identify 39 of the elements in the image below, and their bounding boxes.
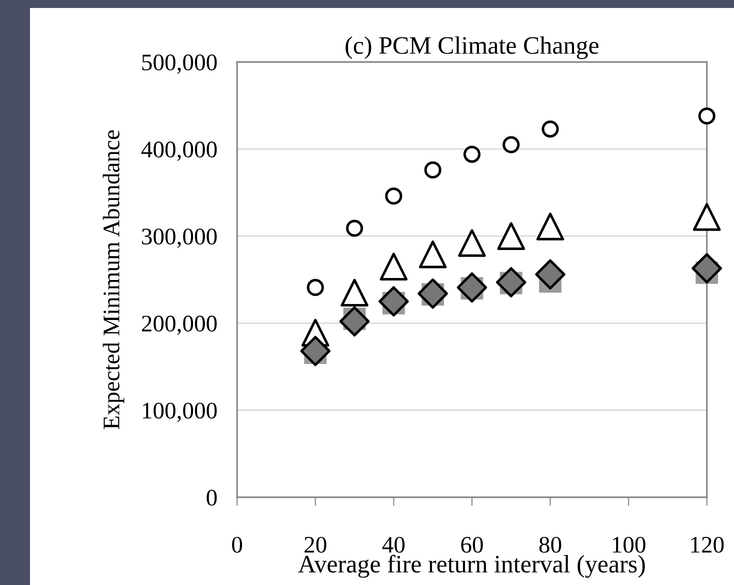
point — [378, 286, 409, 317]
point — [458, 229, 486, 257]
point — [346, 220, 364, 237]
y-tick-label: 500,000 — [142, 54, 217, 74]
x-tick-label: 20 — [304, 536, 326, 553]
y-tick-label: 200,000 — [142, 316, 217, 335]
y-axis-title: Expected Minimum Abundance — [102, 130, 124, 430]
x-tick-label: 80 — [539, 536, 562, 553]
point — [496, 267, 526, 298]
x-tick-label: 100 — [612, 536, 646, 553]
x-tick-label: 0 — [232, 536, 242, 553]
point — [536, 212, 564, 240]
point — [385, 188, 402, 205]
x-tick-label: 40 — [382, 536, 405, 553]
point — [692, 203, 721, 231]
point — [418, 240, 447, 268]
point — [418, 278, 448, 309]
y-tick-label: 400,000 — [141, 142, 217, 161]
y-tick-label: 100,000 — [142, 402, 217, 422]
chart-title: (c) PCM Climate Change — [346, 36, 599, 60]
point — [300, 336, 331, 366]
point — [463, 146, 480, 163]
point — [340, 278, 368, 307]
point — [497, 222, 525, 250]
x-tick-label: 120 — [691, 536, 724, 553]
x-tick-label: 60 — [461, 536, 483, 553]
point — [542, 120, 559, 138]
point — [535, 259, 566, 290]
x-axis-title: Average fire return interval (years) — [298, 554, 645, 578]
point — [424, 161, 442, 178]
point — [339, 306, 370, 337]
point — [456, 272, 488, 303]
y-tick-label: 300,000 — [142, 228, 217, 248]
point — [698, 107, 716, 125]
point — [502, 136, 520, 154]
point — [692, 253, 722, 284]
point — [306, 278, 324, 296]
point — [380, 252, 408, 280]
y-tick-label: 0 — [206, 490, 217, 506]
